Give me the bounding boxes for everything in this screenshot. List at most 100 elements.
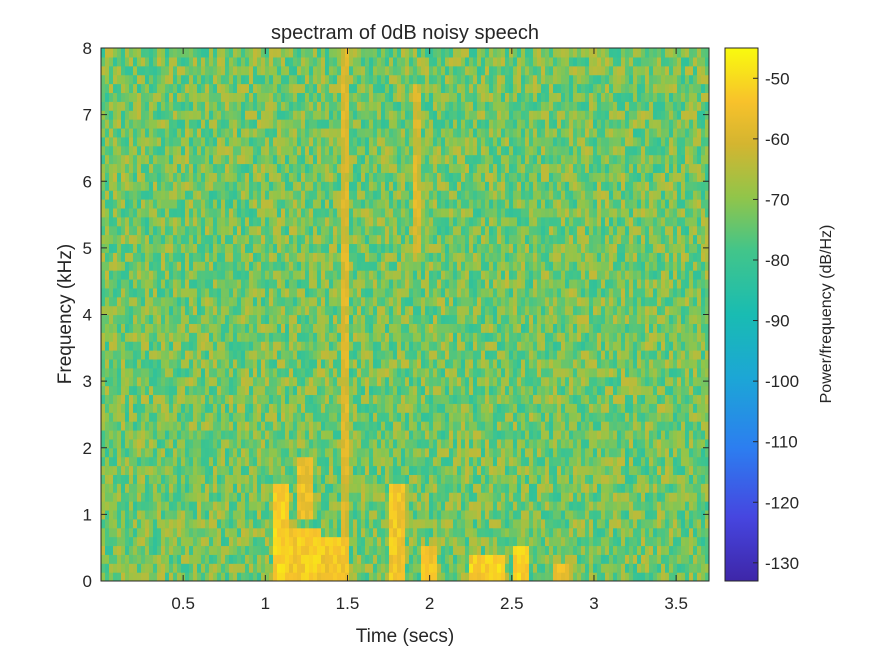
heatmap-cell xyxy=(241,136,246,147)
heatmap-cell xyxy=(345,181,350,191)
heatmap-cell xyxy=(205,438,210,449)
heatmap-cell xyxy=(321,554,326,564)
heatmap-cell xyxy=(405,509,410,520)
heatmap-cell xyxy=(129,287,134,298)
heatmap-cell xyxy=(349,447,354,458)
heatmap-cell xyxy=(413,92,418,102)
heatmap-cell xyxy=(129,527,134,538)
heatmap-cell xyxy=(181,207,186,218)
heatmap-cell xyxy=(285,127,290,138)
heatmap-cell xyxy=(357,367,362,378)
heatmap-cell xyxy=(333,48,338,58)
heatmap-cell xyxy=(101,429,106,440)
heatmap-cell xyxy=(225,225,230,236)
heatmap-cell xyxy=(349,554,354,564)
heatmap-cell xyxy=(285,429,290,440)
heatmap-cell xyxy=(257,394,262,404)
heatmap-cell xyxy=(293,509,298,520)
heatmap-cell xyxy=(237,385,242,396)
heatmap-cell xyxy=(133,412,138,422)
heatmap-cell xyxy=(313,509,318,520)
heatmap-cell xyxy=(281,287,286,298)
heatmap-cell xyxy=(161,518,166,529)
heatmap-cell xyxy=(393,572,398,581)
heatmap-cell xyxy=(333,394,338,404)
heatmap-cell xyxy=(109,376,114,387)
heatmap-cell xyxy=(429,545,434,555)
heatmap-cell xyxy=(129,465,134,475)
heatmap-cell xyxy=(209,350,214,360)
heatmap-cell xyxy=(269,350,274,360)
heatmap-cell xyxy=(285,323,290,333)
heatmap-cell xyxy=(101,314,106,324)
heatmap-cell xyxy=(213,403,218,413)
heatmap-cell xyxy=(397,421,402,431)
heatmap-cell xyxy=(433,572,438,581)
heatmap-cell xyxy=(213,305,218,316)
heatmap-cell xyxy=(209,261,214,271)
heatmap-cell xyxy=(397,563,402,573)
heatmap-cell xyxy=(409,438,414,449)
heatmap-cell xyxy=(253,207,258,218)
heatmap-cell xyxy=(337,216,342,227)
heatmap-cell xyxy=(249,207,254,218)
heatmap-cell xyxy=(265,92,270,102)
heatmap-cell xyxy=(373,421,378,431)
heatmap-cell xyxy=(369,56,374,67)
heatmap-cell xyxy=(393,74,398,85)
heatmap-cell xyxy=(313,314,318,324)
heatmap-cell xyxy=(169,65,174,76)
heatmap-cell xyxy=(349,394,354,404)
heatmap-cell xyxy=(237,65,242,76)
heatmap-cell xyxy=(193,554,198,564)
heatmap-cell xyxy=(357,474,362,484)
heatmap-cell xyxy=(321,358,326,369)
heatmap-cell xyxy=(101,572,106,581)
heatmap-cell xyxy=(121,56,126,67)
heatmap-cell xyxy=(413,83,418,94)
heatmap-cell xyxy=(417,572,422,581)
heatmap-cell xyxy=(353,421,358,431)
heatmap-cell xyxy=(221,216,226,227)
heatmap-cell xyxy=(137,483,142,493)
heatmap-cell xyxy=(141,119,146,129)
heatmap-cell xyxy=(381,572,386,581)
heatmap-cell xyxy=(369,261,374,271)
heatmap-cell xyxy=(233,332,238,342)
heatmap-cell xyxy=(229,305,234,316)
heatmap-cell xyxy=(193,278,198,289)
heatmap-cell xyxy=(221,527,226,538)
heatmap-cell xyxy=(377,163,382,173)
heatmap-cell xyxy=(433,545,438,555)
heatmap-cell xyxy=(401,305,406,316)
heatmap-cell xyxy=(357,216,362,227)
heatmap-cell xyxy=(313,83,318,94)
heatmap-cell xyxy=(333,252,338,262)
heatmap-cell xyxy=(113,56,118,67)
heatmap-cell xyxy=(249,225,254,236)
heatmap-cell xyxy=(321,385,326,396)
heatmap-cell xyxy=(377,412,382,422)
heatmap-cell xyxy=(369,83,374,94)
heatmap-cell xyxy=(241,518,246,529)
heatmap-cell xyxy=(333,110,338,120)
heatmap-cell xyxy=(373,536,378,547)
heatmap-cell xyxy=(105,358,110,369)
heatmap-cell xyxy=(209,270,214,280)
heatmap-cell xyxy=(153,65,158,76)
heatmap-cell xyxy=(133,438,138,449)
heatmap-cell xyxy=(137,314,142,324)
heatmap-cell xyxy=(161,536,166,547)
heatmap-cell xyxy=(233,474,238,484)
heatmap-cell xyxy=(165,412,170,422)
heatmap-cell xyxy=(241,252,246,262)
heatmap-cell xyxy=(301,74,306,85)
heatmap-cell xyxy=(393,199,398,209)
heatmap-cell xyxy=(225,287,230,298)
heatmap-cell xyxy=(117,527,122,538)
heatmap-cell xyxy=(113,48,118,58)
heatmap-cell xyxy=(193,358,198,369)
heatmap-cell xyxy=(209,563,214,573)
heatmap-cell xyxy=(345,518,350,529)
heatmap-cell xyxy=(325,376,330,387)
